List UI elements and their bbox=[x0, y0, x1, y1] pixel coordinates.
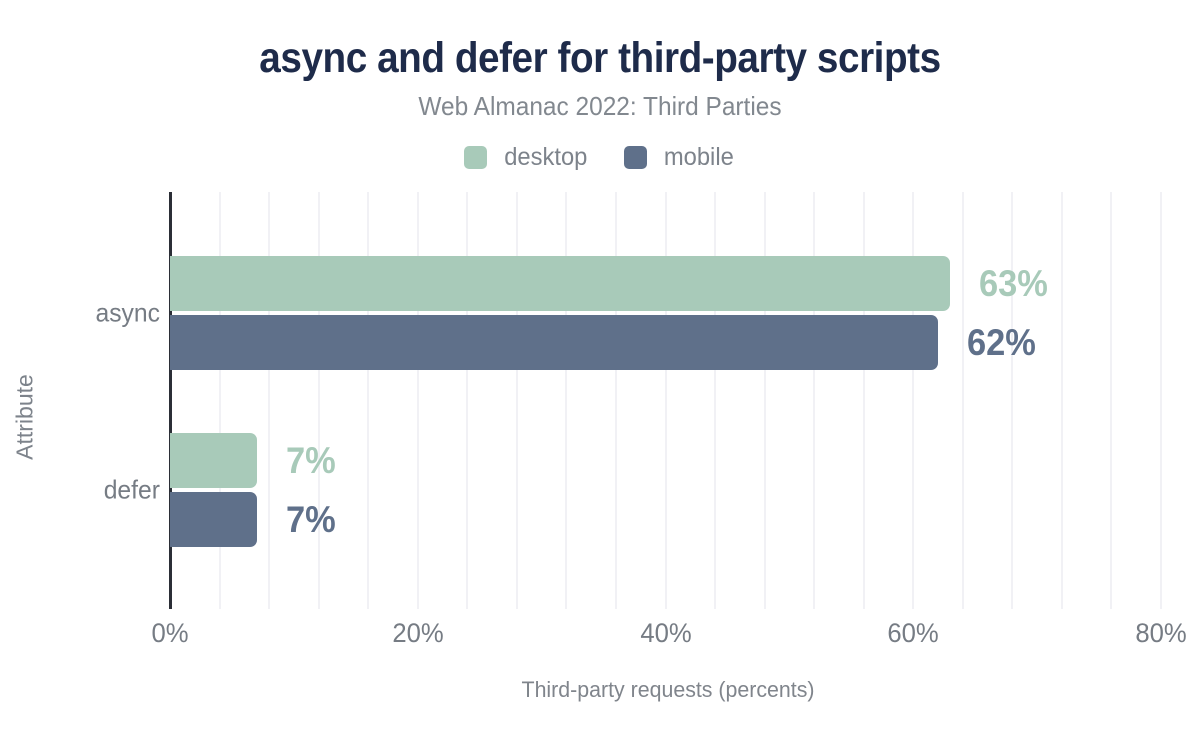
gridline bbox=[961, 192, 964, 609]
bar-defer-mobile bbox=[170, 492, 257, 547]
value-label-defer-desktop: 7% bbox=[285, 439, 336, 481]
legend-label-mobile: mobile bbox=[663, 143, 734, 171]
gridline bbox=[218, 192, 221, 609]
value-label-async-mobile: 62% bbox=[967, 321, 1036, 363]
gridline bbox=[515, 192, 518, 609]
legend-item-mobile: mobile bbox=[623, 143, 736, 172]
y-axis-title-text: Attribute bbox=[11, 374, 38, 460]
mobile-swatch-icon bbox=[623, 146, 647, 169]
gridline bbox=[813, 192, 816, 609]
x-tick-label-80: 80% bbox=[1135, 618, 1187, 648]
gridline bbox=[614, 192, 617, 609]
value-label-defer-mobile: 7% bbox=[285, 498, 336, 540]
gridline bbox=[862, 192, 865, 609]
plot-area: 63% 62% 7% 7% bbox=[169, 192, 1186, 609]
gridline bbox=[1011, 192, 1014, 609]
gridline bbox=[466, 192, 469, 609]
bar-defer-desktop bbox=[170, 433, 257, 488]
gridline bbox=[317, 192, 320, 609]
bar-async-mobile bbox=[170, 315, 939, 370]
gridline bbox=[912, 192, 915, 609]
gridline bbox=[1160, 192, 1162, 609]
gridline bbox=[664, 192, 667, 609]
gridline bbox=[367, 192, 370, 609]
chart-subtitle: Web Almanac 2022: Third Parties bbox=[418, 91, 782, 121]
x-tick-label-60: 60% bbox=[887, 618, 939, 648]
x-tick-label-40: 40% bbox=[639, 618, 692, 648]
chart-title: async and defer for third-party scripts bbox=[259, 34, 941, 82]
gridline bbox=[1060, 192, 1063, 609]
legend-item-desktop: desktop bbox=[464, 143, 590, 172]
legend: desktop mobile bbox=[0, 143, 1200, 172]
bar-async-desktop bbox=[170, 256, 951, 311]
legend-label-desktop: desktop bbox=[504, 143, 588, 171]
gridline bbox=[268, 192, 271, 609]
gridline bbox=[565, 192, 568, 609]
gridline bbox=[416, 192, 419, 609]
category-label-defer: defer bbox=[103, 474, 160, 505]
gridline bbox=[1110, 192, 1113, 609]
x-tick-label-0: 0% bbox=[151, 618, 189, 648]
gridline bbox=[714, 192, 717, 609]
x-axis-title: Third-party requests (percents) bbox=[521, 677, 815, 702]
category-label-async: async bbox=[95, 297, 160, 328]
gridline bbox=[763, 192, 766, 609]
value-label-async-desktop: 63% bbox=[979, 262, 1049, 304]
x-tick-label-20: 20% bbox=[392, 618, 444, 648]
y-axis-line bbox=[169, 192, 172, 609]
desktop-swatch-icon bbox=[464, 146, 488, 169]
